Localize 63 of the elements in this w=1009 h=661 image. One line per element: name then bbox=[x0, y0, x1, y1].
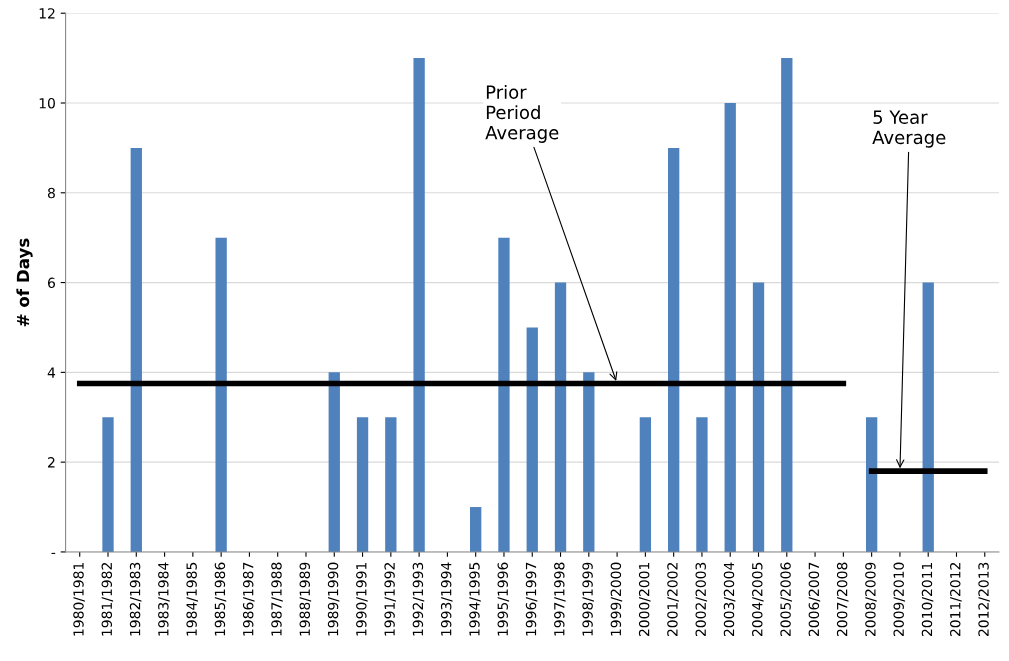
bar bbox=[639, 417, 652, 552]
x-tick-label: 2009/2010 bbox=[893, 562, 906, 637]
x-tick-label: 1987/1988 bbox=[271, 562, 283, 636]
x-tick-label: 1984/1985 bbox=[186, 562, 198, 636]
x-tick-label: 1980/1981 bbox=[73, 562, 85, 636]
x-tick-label: 2008/2009 bbox=[865, 562, 877, 637]
x-tick-label: 1986/1987 bbox=[242, 562, 255, 636]
y-tick-label: - bbox=[51, 552, 56, 554]
x-tick-label: 1994/1995 bbox=[469, 562, 481, 636]
annotation: 5 Year Average bbox=[872, 110, 946, 148]
x-tick-label: 1990/1991 bbox=[356, 562, 368, 636]
x-tick-label: 1989/1990 bbox=[327, 562, 340, 636]
bar bbox=[526, 327, 538, 552]
bar bbox=[865, 417, 878, 552]
x-tick-label: 1997/1998 bbox=[554, 562, 566, 636]
bar bbox=[498, 237, 510, 552]
x-tick-label: 1993/1994 bbox=[440, 562, 453, 636]
x-tick-label: 1999/2000 bbox=[610, 562, 623, 636]
x-tick-label: 2012/2013 bbox=[978, 562, 990, 637]
x-tick-label: 1988/1989 bbox=[299, 562, 312, 636]
x-tick-label: 2011/2012 bbox=[950, 563, 962, 637]
y-tick-label: 2 bbox=[48, 457, 55, 468]
x-tick-label: 2002/2003 bbox=[695, 562, 708, 637]
bar bbox=[470, 507, 482, 552]
y-tick-label: 4 bbox=[47, 367, 56, 378]
bar bbox=[583, 372, 595, 552]
y-tick-label: 12 bbox=[39, 8, 55, 19]
x-tick-label: 1983/1984 bbox=[158, 562, 170, 636]
x-tick-label: 2003/2004 bbox=[723, 562, 736, 637]
bar bbox=[922, 282, 934, 552]
bar bbox=[385, 417, 397, 552]
x-tick-label: 1991/1992 bbox=[384, 563, 396, 636]
x-tick-label: 1981/1982 bbox=[101, 563, 114, 636]
bar bbox=[215, 237, 227, 552]
y-tick-label: 10 bbox=[39, 97, 55, 109]
x-tick-label: 1992/1993 bbox=[412, 562, 425, 636]
bar bbox=[356, 417, 369, 552]
bar bbox=[554, 282, 567, 552]
bar bbox=[752, 282, 765, 552]
x-tick-label: 2006/2007 bbox=[808, 562, 821, 637]
bar bbox=[724, 103, 736, 552]
x-tick-label: 1996/1997 bbox=[525, 562, 538, 636]
x-tick-label: 1995/1996 bbox=[497, 562, 510, 636]
bar bbox=[102, 417, 114, 552]
y-tick-label: 6 bbox=[48, 277, 55, 289]
bar bbox=[668, 147, 680, 552]
x-tick-label: 1985/1986 bbox=[214, 562, 227, 636]
x-tick-label: 2000/2001 bbox=[638, 562, 651, 637]
bar bbox=[328, 372, 340, 552]
bar bbox=[696, 417, 708, 552]
y-axis-title: # of Days bbox=[16, 238, 33, 327]
x-tick-label: 2005/2006 bbox=[780, 562, 792, 637]
bar bbox=[781, 58, 793, 552]
x-tick-label: 2004/2005 bbox=[752, 562, 764, 637]
x-tick-label: 2007/2008 bbox=[836, 562, 849, 637]
bar bbox=[413, 58, 425, 552]
x-tick-label: 1998/1999 bbox=[582, 562, 594, 636]
bar bbox=[130, 147, 142, 552]
annotation: Prior Period Average bbox=[485, 84, 559, 143]
x-tick-label: 1982/1983 bbox=[129, 562, 142, 636]
x-tick-label: 2010/2011 bbox=[921, 562, 934, 637]
y-tick-label: 8 bbox=[47, 187, 55, 199]
x-tick-label: 2001/2002 bbox=[667, 563, 679, 637]
